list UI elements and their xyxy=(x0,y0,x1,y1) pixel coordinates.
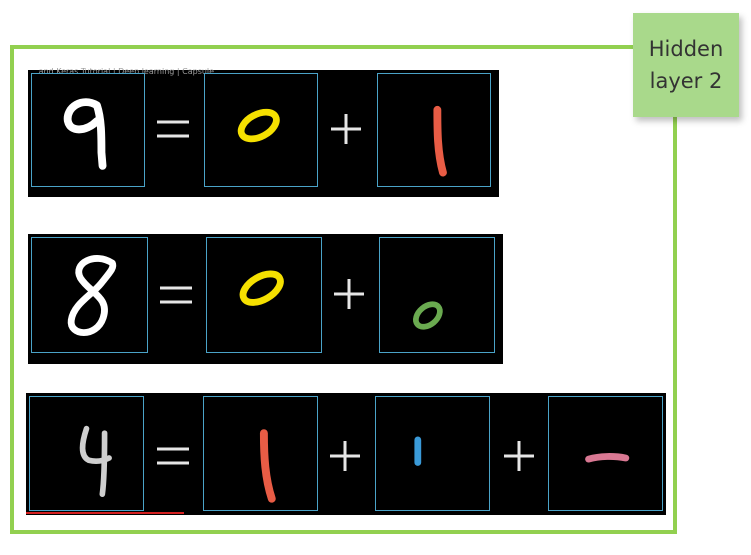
decomposition-row-4 xyxy=(26,393,666,515)
decomposition-row-8 xyxy=(28,234,503,364)
digit-9-glyph xyxy=(63,98,107,170)
input-digit-panel xyxy=(31,237,148,353)
part-panel-zero-small xyxy=(379,237,495,353)
part-panel-one-small xyxy=(375,396,490,511)
equals-sign xyxy=(155,115,191,143)
note-line-2: layer 2 xyxy=(649,69,723,93)
note-line-1: Hidden xyxy=(648,37,724,61)
digit-0-small-glyph xyxy=(413,301,443,330)
input-digit-panel xyxy=(31,73,145,187)
digit-0-glyph xyxy=(237,108,280,143)
plus-sign xyxy=(329,112,363,146)
equals-sign xyxy=(155,442,191,470)
plus-sign xyxy=(328,439,362,473)
digit-8-glyph xyxy=(67,255,117,336)
video-progress-bar xyxy=(26,512,184,514)
plus-sign xyxy=(502,439,536,473)
digit-4-glyph xyxy=(79,425,112,498)
stroke-dash-glyph xyxy=(585,453,630,463)
digit-1-glyph xyxy=(433,105,447,177)
hidden-layer-frame xyxy=(10,45,677,534)
equals-sign xyxy=(158,281,194,309)
part-panel-one xyxy=(377,73,491,187)
input-digit-panel xyxy=(29,396,144,511)
plus-sign xyxy=(332,277,366,311)
digit-1-small-glyph xyxy=(414,436,422,466)
part-panel-dash xyxy=(548,396,663,511)
digit-0-glyph xyxy=(239,270,284,306)
decomposition-row-9: ...and Keras Tutorial | Deep learning | … xyxy=(28,67,499,197)
part-panel-zero xyxy=(204,73,318,187)
digit-1-glyph xyxy=(259,429,276,503)
part-panel-one xyxy=(203,396,318,511)
hidden-layer-note: Hidden layer 2 xyxy=(633,13,739,117)
video-title-text: ...and Keras Tutorial | Deep learning | … xyxy=(31,67,215,76)
part-panel-zero xyxy=(206,237,322,353)
